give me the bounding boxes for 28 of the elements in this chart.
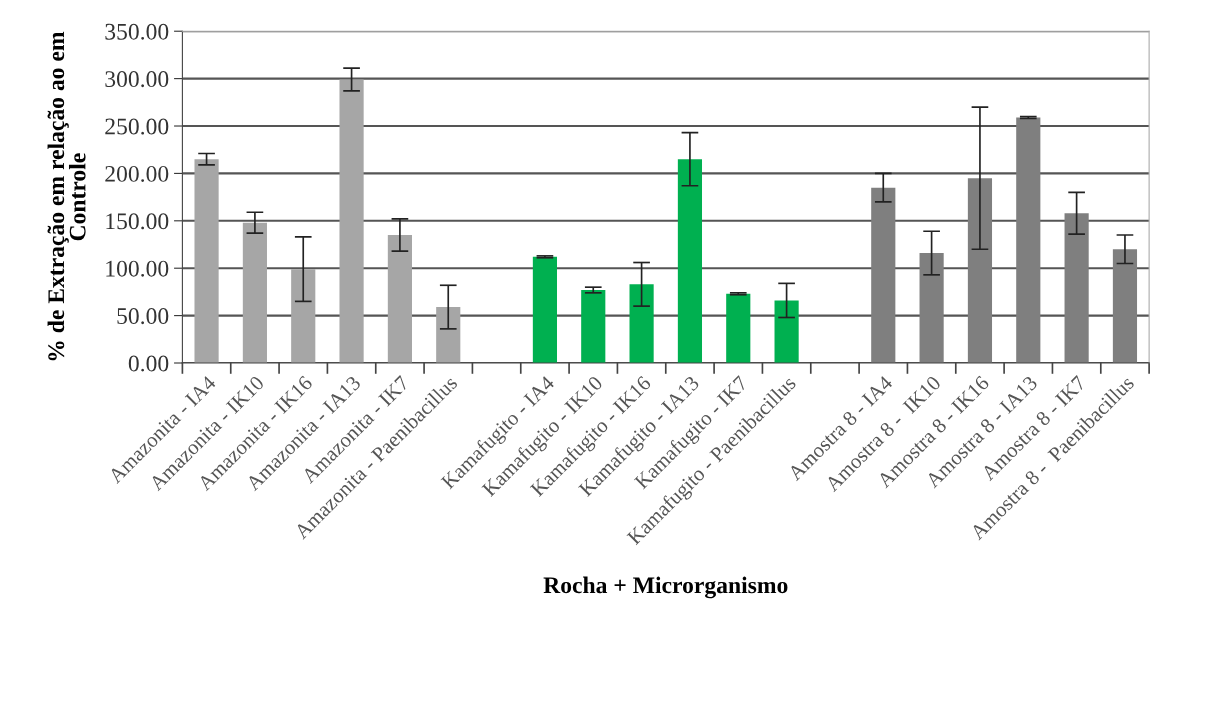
- y-tick-label: 150.00: [106, 213, 169, 230]
- bar: [581, 290, 606, 363]
- x-axis-title: Rocha + Microrganismo: [543, 576, 788, 599]
- bar: [726, 293, 751, 363]
- y-tick-label: 200.00: [105, 165, 169, 182]
- y-tick-label: 50.00: [117, 308, 169, 325]
- bar: [339, 79, 364, 363]
- bar: [387, 235, 412, 363]
- bar: [1064, 213, 1089, 363]
- y-axis-title: % de Extração em relação ao em Controle: [47, 31, 86, 361]
- bar: [774, 300, 799, 363]
- bar: [871, 187, 896, 363]
- bar: [967, 178, 993, 363]
- bar: [919, 253, 944, 363]
- y-tick-label: 100.00: [106, 260, 169, 277]
- bar: [677, 159, 703, 363]
- y-tick-label: 0.00: [128, 355, 169, 372]
- bar: [291, 269, 316, 363]
- bar: [194, 159, 219, 363]
- bar: [532, 256, 557, 363]
- bar: [436, 307, 461, 363]
- bar: [1016, 117, 1041, 363]
- y-tick-label: 300.00: [105, 71, 169, 88]
- bar: [242, 222, 267, 363]
- y-tick-label: 250.00: [105, 118, 169, 135]
- y-tick-label: 350.00: [105, 23, 169, 40]
- bar: [629, 284, 654, 363]
- bar: [1112, 249, 1138, 363]
